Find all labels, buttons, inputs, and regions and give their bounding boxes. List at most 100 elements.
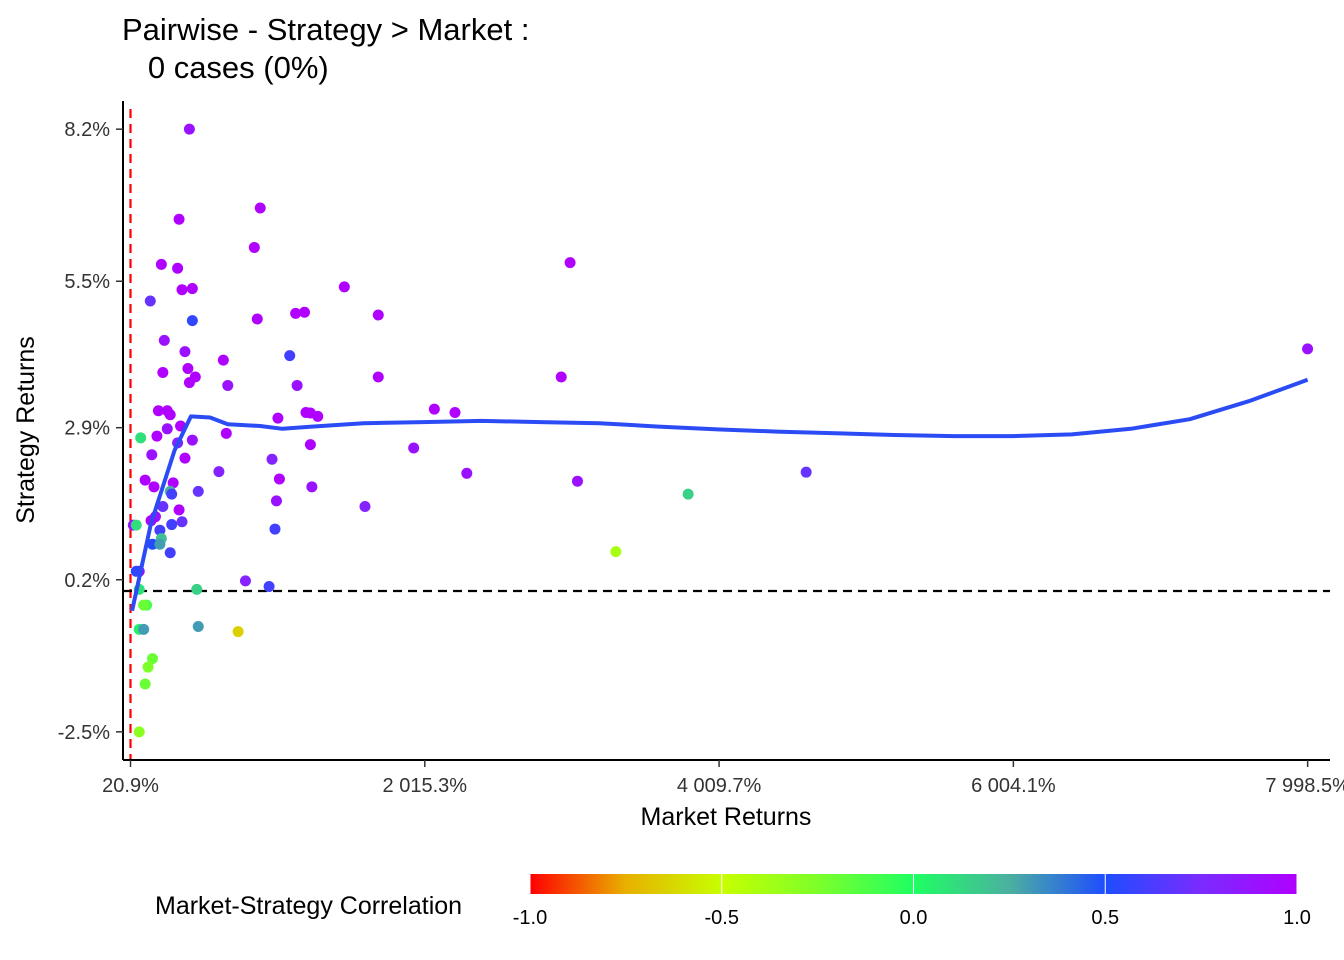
data-point bbox=[217, 354, 229, 366]
data-point bbox=[186, 434, 198, 446]
data-point bbox=[254, 202, 266, 214]
data-point bbox=[176, 516, 188, 528]
data-point bbox=[251, 313, 263, 325]
data-point bbox=[183, 123, 195, 135]
title-line-1: Pairwise - Strategy > Market : bbox=[122, 12, 529, 47]
data-point bbox=[359, 501, 371, 513]
data-point bbox=[192, 485, 204, 497]
data-point bbox=[157, 501, 169, 513]
reference-lines bbox=[123, 109, 1330, 760]
y-tick-label: 8.2% bbox=[64, 119, 110, 141]
legend-tick-label: 1.0 bbox=[1283, 907, 1311, 929]
data-point bbox=[263, 581, 275, 593]
data-point bbox=[166, 519, 178, 531]
data-point bbox=[154, 524, 166, 536]
data-point bbox=[161, 423, 173, 435]
data-point bbox=[222, 379, 234, 391]
data-point bbox=[154, 538, 166, 550]
legend-tick-label: -0.5 bbox=[705, 907, 739, 929]
data-point bbox=[173, 504, 185, 516]
data-point bbox=[183, 377, 195, 389]
data-point bbox=[306, 481, 318, 493]
y-tick-label: 0.2% bbox=[64, 570, 110, 592]
data-point bbox=[372, 309, 384, 321]
data-point bbox=[1302, 343, 1314, 355]
data-point bbox=[610, 546, 622, 558]
data-points bbox=[127, 123, 1314, 738]
legend-tick-label: 0.5 bbox=[1091, 907, 1119, 929]
x-tick-label: 7 998.5% bbox=[1265, 775, 1344, 797]
data-point bbox=[192, 621, 204, 633]
data-point bbox=[166, 488, 178, 500]
data-point bbox=[304, 439, 316, 451]
data-point bbox=[191, 583, 203, 595]
data-point bbox=[146, 449, 158, 461]
y-axis-title: Strategy Returns bbox=[12, 336, 40, 524]
data-point bbox=[272, 412, 284, 424]
data-point bbox=[372, 371, 384, 383]
x-tick-label: 4 009.7% bbox=[677, 775, 762, 797]
data-point bbox=[167, 477, 179, 489]
data-point bbox=[151, 430, 163, 442]
x-tick-label: 20.9% bbox=[102, 775, 159, 797]
data-point bbox=[284, 350, 296, 362]
data-point bbox=[338, 281, 350, 293]
smooth-curve bbox=[130, 377, 1309, 612]
data-point bbox=[232, 626, 244, 638]
data-point bbox=[142, 661, 154, 673]
y-tick-label: 5.5% bbox=[64, 271, 110, 293]
data-point bbox=[164, 409, 176, 421]
x-axis-ticks: 20.9% 2 015.3% 4 009.7% 6 004.1% 7 998.5% bbox=[102, 760, 1344, 797]
data-point bbox=[312, 410, 324, 422]
data-point bbox=[273, 473, 285, 485]
data-point bbox=[186, 315, 198, 327]
data-point bbox=[172, 262, 184, 274]
data-point bbox=[290, 307, 302, 319]
x-tick-label: 6 004.1% bbox=[971, 775, 1056, 797]
data-point bbox=[182, 363, 194, 375]
data-point bbox=[408, 442, 420, 454]
data-point bbox=[186, 283, 198, 295]
data-point bbox=[800, 466, 812, 478]
data-point bbox=[130, 519, 142, 531]
data-point bbox=[428, 403, 440, 415]
y-tick-label: -2.5% bbox=[58, 722, 110, 744]
legend-ticks: -1.0 -0.5 0.0 0.5 1.0 bbox=[513, 874, 1311, 929]
data-point bbox=[138, 623, 150, 635]
data-point bbox=[139, 474, 151, 486]
x-tick-label: 2 015.3% bbox=[383, 775, 468, 797]
data-point bbox=[248, 241, 260, 253]
color-legend: Market-Strategy Correlation -1.0 -0.5 0.0 0… bbox=[155, 874, 1311, 929]
data-point bbox=[179, 452, 191, 464]
data-point bbox=[148, 481, 160, 493]
data-point bbox=[158, 334, 170, 346]
data-point bbox=[157, 366, 169, 378]
data-point bbox=[147, 653, 159, 665]
data-point bbox=[298, 306, 310, 318]
data-point bbox=[239, 575, 251, 587]
data-point bbox=[179, 346, 191, 358]
y-tick-label: 2.9% bbox=[64, 418, 110, 440]
legend-tick-label: -1.0 bbox=[513, 907, 547, 929]
data-point bbox=[176, 284, 188, 296]
data-point bbox=[220, 427, 232, 439]
data-point bbox=[144, 295, 156, 307]
data-point bbox=[266, 453, 278, 465]
axes bbox=[122, 101, 1330, 761]
data-point bbox=[139, 678, 151, 690]
data-point bbox=[449, 406, 461, 418]
smooth-line bbox=[130, 377, 1309, 612]
x-axis-title: Market Returns bbox=[641, 803, 812, 831]
legend-tick-label: 0.0 bbox=[900, 907, 928, 929]
data-point bbox=[269, 523, 281, 535]
data-point bbox=[555, 371, 567, 383]
data-point bbox=[461, 467, 473, 479]
data-point bbox=[564, 257, 576, 269]
data-point bbox=[682, 488, 694, 500]
data-point bbox=[152, 405, 164, 417]
data-point bbox=[270, 495, 282, 507]
data-point bbox=[133, 726, 145, 738]
data-point bbox=[291, 379, 303, 391]
chart-title: Pairwise - Strategy > Market : 0 cases (… bbox=[122, 12, 529, 85]
